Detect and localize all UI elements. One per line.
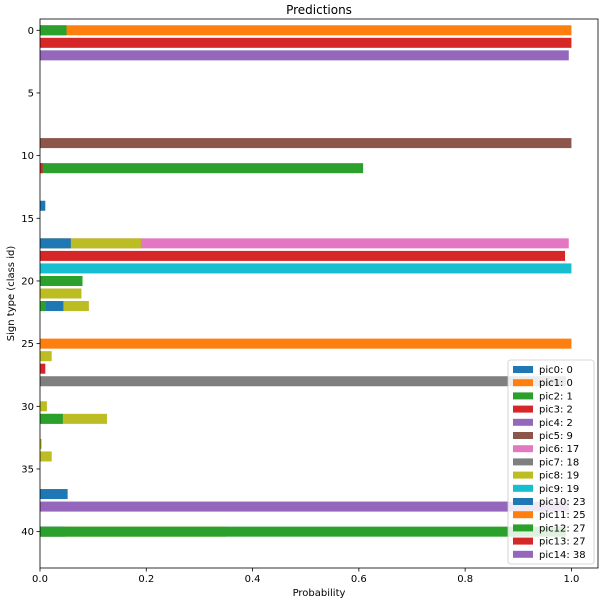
legend-label-10: pic10: 23 [539, 497, 586, 508]
legend-swatch-9 [513, 484, 533, 492]
bar-series-9-class-19 [40, 263, 572, 274]
bar-series-11-class-25 [40, 338, 572, 349]
legend-label-8: pic8: 19 [539, 471, 579, 482]
legend-swatch-11 [513, 511, 533, 519]
legend-swatch-13 [513, 537, 533, 545]
x-axis-label: Probability [293, 588, 346, 599]
bar-series-14-class-38 [40, 501, 569, 512]
x-tick-label-0: 0.0 [32, 574, 48, 585]
bar-series-8-class-22 [40, 301, 89, 312]
x-tick-label-5: 1.0 [563, 574, 579, 585]
legend-label-2: pic2: 1 [539, 391, 573, 402]
legend-swatch-12 [513, 524, 533, 532]
legend-swatch-8 [513, 471, 533, 479]
bar-series-8-class-21 [40, 288, 82, 299]
bar-series-5-class-9 [40, 138, 572, 149]
bar-series-7-class-28 [40, 376, 567, 387]
y-tick-label-3: 15 [21, 214, 34, 225]
legend-swatch-14 [513, 550, 533, 558]
bar-series-10-class-37 [40, 489, 68, 500]
legend-label-7: pic7: 18 [539, 457, 579, 468]
ticks-layer: 0.0 0.2 0.4 0.6 0.8 1.0 0 5 10 15 20 25 30 35 40 [21, 26, 579, 585]
legend-swatch-7 [513, 458, 533, 466]
legend-swatch-5 [513, 432, 533, 439]
bar-series-8-class-33 [40, 438, 42, 449]
bar-series-10-class-22 [40, 301, 64, 312]
bar-series-6-class-17 [40, 238, 569, 249]
bar-series-13-class-11 [40, 163, 43, 174]
bar-series-12-class-22 [40, 301, 46, 312]
bar-series-13-class-27 [40, 363, 46, 374]
legend-label-3: pic3: 2 [539, 405, 573, 416]
bar-series-8-class-26 [40, 351, 52, 362]
bars-layer [40, 25, 572, 537]
bar-series-2-class-0 [40, 25, 67, 36]
legend-label-13: pic13: 27 [539, 537, 586, 548]
y-tick-label-5: 25 [21, 339, 34, 350]
legend-label-9: pic9: 19 [539, 484, 579, 495]
legend-label-6: pic6: 17 [539, 444, 579, 455]
bar-series-8-class-34 [40, 451, 52, 462]
legend-label-5: pic5: 9 [539, 431, 573, 442]
bar-series-8-class-17 [40, 238, 141, 249]
legend-swatch-6 [513, 445, 533, 453]
bar-series-13-class-18 [40, 250, 566, 261]
bar-series-1-class-0 [40, 25, 572, 36]
legend-swatch-3 [513, 405, 533, 413]
legend-swatch-0 [513, 366, 533, 373]
bar-series-12-class-11 [40, 163, 364, 174]
bar-series-12-class-40 [40, 526, 567, 537]
bar-series-10-class-17 [40, 238, 71, 249]
x-tick-label-4: 0.8 [457, 574, 473, 585]
plot-frame [39, 18, 599, 569]
y-tick-label-0: 0 [28, 26, 34, 37]
y-tick-label-8: 40 [21, 527, 34, 538]
legend-swatch-1 [513, 379, 533, 387]
chart-title: Predictions [286, 3, 352, 17]
legend-label-1: pic1: 0 [539, 378, 573, 389]
bar-series-8-class-31 [40, 413, 107, 424]
bar-series-10-class-14 [40, 200, 46, 211]
legend-swatch-2 [513, 392, 533, 400]
legend-swatch-4 [513, 418, 533, 426]
x-tick-label-1: 0.2 [138, 574, 154, 585]
bar-series-8-class-30 [40, 401, 47, 412]
x-tick-label-3: 0.6 [351, 574, 367, 585]
bar-series-4-class-2 [40, 50, 569, 61]
legend-label-12: pic12: 27 [539, 523, 586, 534]
legend-label-14: pic14: 38 [539, 550, 586, 561]
legend-label-11: pic11: 25 [539, 510, 586, 521]
bar-series-12-class-20 [40, 275, 83, 286]
legend-label-0: pic0: 0 [539, 365, 573, 376]
legend-swatch-10 [513, 498, 533, 505]
y-tick-label-1: 5 [28, 88, 34, 99]
bar-series-3-class-1 [40, 37, 572, 48]
y-tick-label-2: 10 [21, 151, 34, 162]
y-tick-label-4: 20 [21, 276, 34, 287]
legend: pic0: 0 pic1: 0 pic2: 1 pic3: 2 pic4: 2 pic5:… [507, 359, 595, 565]
y-tick-label-6: 30 [21, 402, 34, 413]
x-tick-label-2: 0.4 [245, 574, 261, 585]
legend-label-4: pic4: 2 [539, 418, 573, 429]
y-axis-label: Sign type (class id) [6, 246, 17, 342]
bar-series-12-class-31 [40, 413, 63, 424]
y-tick-label-7: 35 [21, 464, 34, 475]
